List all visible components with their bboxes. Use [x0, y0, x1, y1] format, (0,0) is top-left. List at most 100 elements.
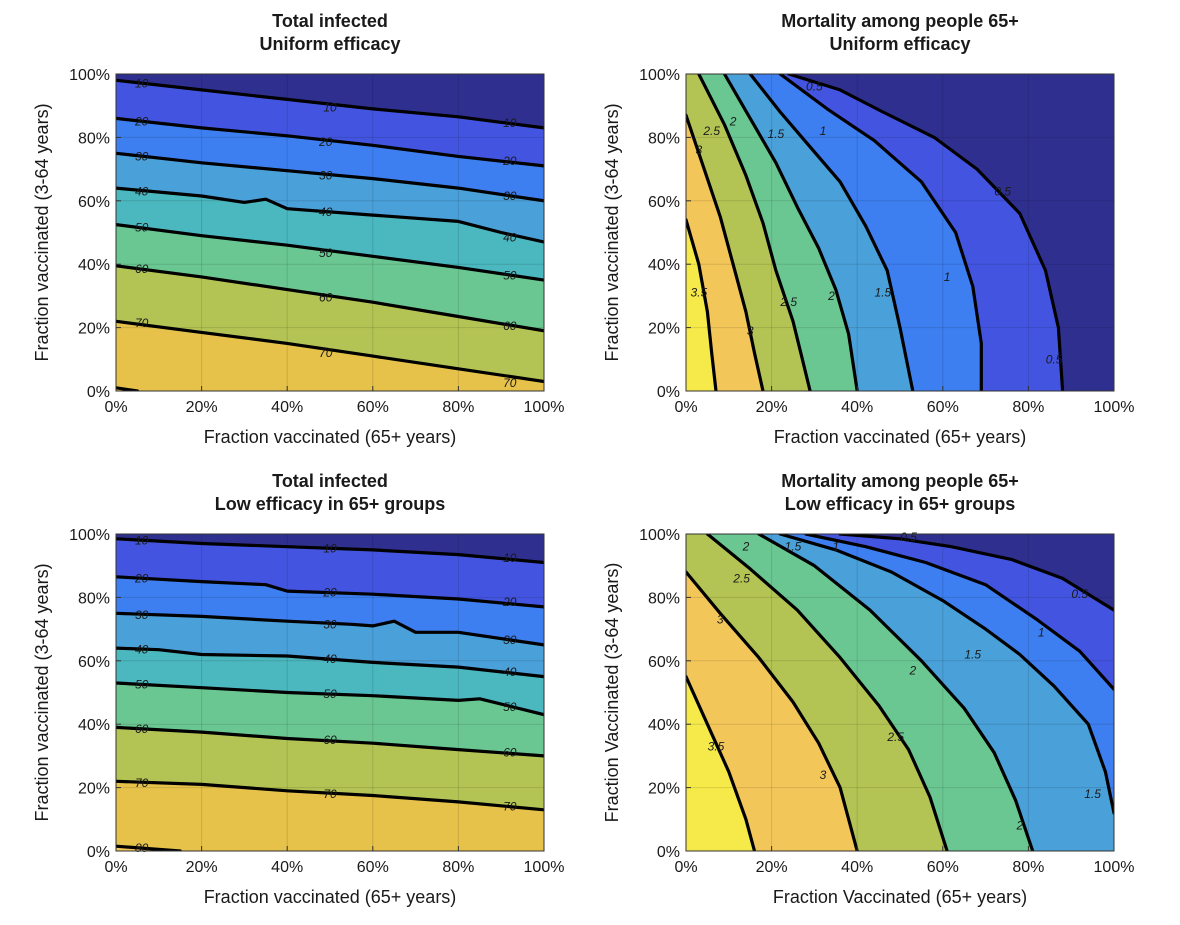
contour-label: 1 — [820, 124, 827, 138]
contour-region — [686, 676, 755, 851]
contour-label: 70 — [135, 776, 149, 790]
x-tick-label: 20% — [756, 399, 788, 416]
contour-label: 1.5 — [964, 647, 981, 661]
contour-labels: 80 70 70 70 60 60 60 50 50 50 40 40 40 30 30 30 20 20 20 10… — [134, 533, 517, 855]
contour-line-30 — [116, 151, 544, 203]
y-tick-label: 80% — [648, 130, 680, 147]
contour-line-2 — [757, 534, 1035, 851]
plot-frame — [685, 533, 1115, 852]
contour-line-10 — [116, 78, 544, 130]
contour-fills — [686, 74, 1114, 391]
x-tick-label: 0% — [104, 859, 127, 876]
contour-label: 80 — [135, 841, 149, 855]
y-tick-label: 60% — [648, 654, 680, 671]
contour-label: 20 — [134, 115, 149, 129]
x-axis-label: Fraction vaccinated (65+ years) — [204, 427, 457, 447]
contour-label: 0.5 — [1071, 587, 1088, 601]
contour-label: 50 — [319, 246, 333, 260]
contour-label: 30 — [503, 633, 517, 647]
y-tick-label: 100% — [69, 67, 110, 84]
contour-lines — [686, 74, 1065, 391]
y-tick-label: 40% — [648, 257, 680, 274]
contour-label: 3.5 — [690, 286, 707, 300]
contour-line-1 — [778, 74, 983, 391]
x-tick-label: 0% — [674, 859, 697, 876]
chart-title-line: Low efficacy in 65+ groups — [215, 494, 446, 514]
contour-label: 70 — [135, 316, 149, 330]
contour-label: 60 — [323, 733, 337, 747]
x-tick-label: 40% — [271, 399, 303, 416]
contour-label: 2 — [908, 663, 916, 677]
y-tick-label: 0% — [657, 844, 680, 861]
contour-label: 2.5 — [702, 124, 720, 138]
contour-label: 50 — [503, 268, 517, 282]
contour-line-30 — [116, 611, 544, 647]
contour-label: 40 — [135, 643, 149, 657]
y-axis-label: Fraction vaccinated (3-64 years) — [32, 103, 52, 361]
x-tick-label: 80% — [1012, 859, 1044, 876]
y-axis-label: Fraction vaccinated (3-64 years) — [32, 563, 52, 821]
y-tick-label: 0% — [657, 384, 680, 401]
contour-label: 10 — [323, 541, 337, 555]
x-tick-label: 100% — [524, 399, 565, 416]
contour-label: 60 — [135, 262, 149, 276]
y-tick-label: 60% — [78, 654, 110, 671]
x-axis-label: Fraction Vaccinated (65+ years) — [773, 887, 1027, 907]
y-tick-label: 60% — [78, 194, 110, 211]
x-tick-label: 80% — [442, 399, 474, 416]
x-tick-label: 60% — [357, 859, 389, 876]
contour-label: 1 — [832, 540, 839, 554]
x-tick-label: 40% — [841, 859, 873, 876]
contour-panel-mortality-uniform: 3.5 3 3 2.5 2.5 2 2 1.5 1.5 1 1 0.5 0.5 0.5 0% 20% 40% 60… — [570, 0, 1140, 465]
contour-line-40 — [116, 646, 544, 679]
x-tick-label: 40% — [271, 859, 303, 876]
contour-label: 20 — [502, 595, 517, 609]
contour-label: 1 — [1038, 625, 1045, 639]
y-tick-label: 0% — [87, 384, 110, 401]
contour-line-50 — [116, 681, 544, 717]
contour-line-50 — [116, 223, 544, 282]
contour-chart-2: 80 70 70 70 60 60 60 50 50 50 40 40 40 30 30 30 20 20 20 10… — [32, 471, 565, 907]
contour-label: 3 — [717, 613, 724, 627]
contour-line-80 — [116, 386, 139, 391]
contour-label: 40 — [135, 184, 149, 198]
y-tick-label: 80% — [648, 590, 680, 607]
y-tick-label: 80% — [78, 590, 110, 607]
chart-title-line: Low efficacy in 65+ groups — [785, 494, 1016, 514]
contour-line-3 — [686, 570, 859, 851]
contour-line-80 — [116, 844, 182, 851]
x-tick-label: 60% — [927, 859, 959, 876]
y-tick-label: 100% — [639, 67, 680, 84]
contour-line-60 — [116, 725, 544, 758]
plot-frame — [115, 533, 545, 852]
contour-line-3.5 — [686, 675, 757, 851]
x-tick-label: 40% — [841, 399, 873, 416]
contour-label: 50 — [323, 687, 337, 701]
contour-labels: 3.5 3 3 2.5 2.5 2 2 2 1.5 1.5 1.5 1 1 0.5 0.5 — [708, 530, 1102, 833]
contour-label: 3 — [747, 324, 754, 338]
chart-title-line: Uniform efficacy — [829, 34, 970, 54]
contour-label: 1.5 — [768, 127, 785, 141]
contour-label: 2.5 — [779, 295, 797, 309]
contour-label: 2 — [1015, 819, 1023, 833]
chart-title-line: Uniform efficacy — [259, 34, 400, 54]
contour-label: 50 — [135, 221, 149, 235]
contour-label: 10 — [503, 116, 517, 130]
contour-label: 0.5 — [1046, 352, 1063, 366]
x-tick-label: 100% — [524, 859, 565, 876]
contour-label: 60 — [503, 746, 517, 760]
contour-panel-mortality-low-efficacy: 3.5 3 3 2.5 2.5 2 2 2 1.5 1.5 1.5 1 1 0.5 0.5 0% 20% 40% 6… — [570, 460, 1140, 925]
x-axis-label: Fraction vaccinated (65+ years) — [774, 427, 1027, 447]
contour-lines — [686, 534, 1114, 851]
contour-label: 0.5 — [900, 530, 917, 544]
contour-line-2.5 — [705, 534, 949, 851]
grid-lines — [116, 74, 544, 391]
contour-label: 20 — [134, 571, 149, 585]
y-tick-label: 40% — [648, 717, 680, 734]
contour-label: 60 — [319, 290, 333, 304]
contour-label: 30 — [135, 608, 149, 622]
x-tick-label: 0% — [104, 399, 127, 416]
contour-label: 3 — [820, 768, 827, 782]
